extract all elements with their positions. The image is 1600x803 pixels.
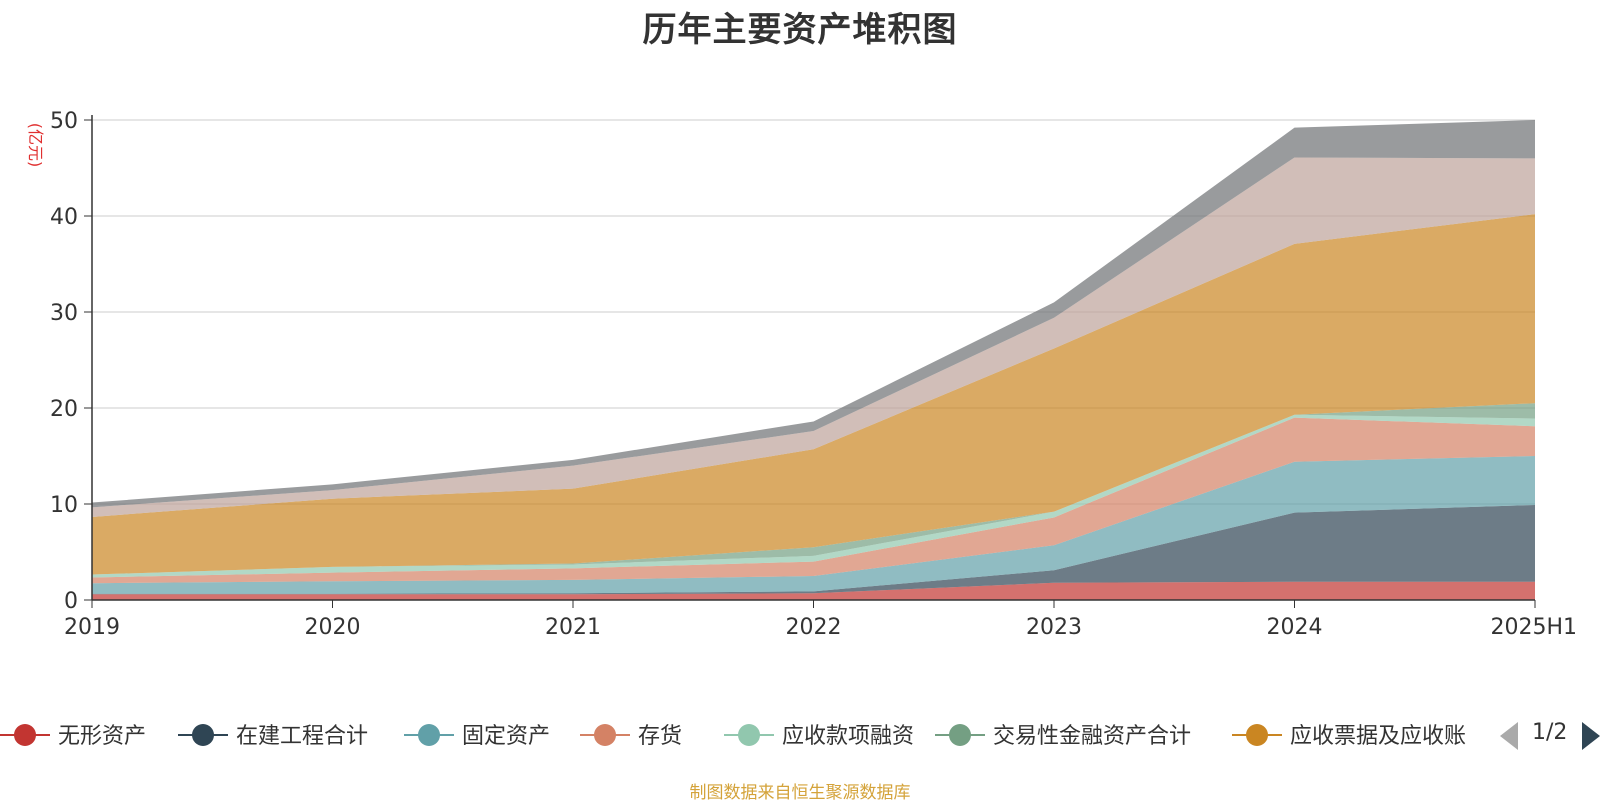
y-tick-label: 40 (50, 205, 78, 230)
area-series-7 (92, 214, 1535, 575)
legend-label: 存货 (638, 724, 683, 749)
x-tick-label: 2023 (1026, 615, 1082, 640)
legend-label: 在建工程合计 (236, 724, 369, 749)
area-series-1 (92, 581, 1535, 600)
legend-circle-icon (738, 724, 760, 746)
legend-label: 无形资产 (58, 724, 147, 749)
chart-title: 历年主要资产堆积图 (642, 10, 958, 50)
x-tick-label: 2025H1 (1490, 615, 1577, 640)
legend-label: 交易性金融资产合计 (993, 724, 1192, 749)
area-series-4 (92, 417, 1535, 584)
legend-circle-icon (14, 724, 36, 746)
legend: 无形资产 在建工程合计 固定资产 存货 应收款项融资 交易性金融资产合计 应收票据及应收账 (0, 715, 1600, 755)
legend-circle-icon (192, 724, 214, 746)
y-tick-label: 10 (50, 493, 78, 518)
legend-next-arrow-icon[interactable] (1582, 722, 1600, 750)
x-tick-label: 2024 (1267, 615, 1323, 640)
legend-circle-icon (418, 724, 440, 746)
legend-circle-icon (1246, 724, 1268, 746)
area-series-8 (92, 157, 1535, 517)
legend-label: 应收款项融资 (782, 724, 915, 749)
stacked-area-chart: 0 10 20 30 40 50 2019 2020 2021 2022 2023 2024 2025H… (26, 109, 1577, 640)
y-axis-label: (亿元) (26, 123, 45, 168)
legend-page-indicator: 1/2 (1532, 720, 1568, 745)
y-tick-label: 20 (50, 397, 78, 422)
x-tick-label: 2020 (305, 615, 361, 640)
y-tick-label: 50 (50, 109, 78, 134)
area-series-2 (92, 504, 1535, 595)
area-series-group (92, 120, 1535, 600)
legend-circle-icon (594, 724, 616, 746)
legend-pager: 1/2 (1500, 718, 1600, 752)
y-tick-label: 30 (50, 301, 78, 326)
x-tick-label: 2019 (64, 615, 120, 640)
axes: 0 10 20 30 40 50 2019 2020 2021 2022 2023 2024 2025H… (50, 109, 1577, 640)
legend-label: 固定资产 (462, 724, 551, 749)
area-series-3 (92, 456, 1535, 594)
legend-prev-arrow-icon[interactable] (1500, 722, 1518, 750)
legend-circle-icon (949, 724, 971, 746)
x-tick-label: 2021 (545, 615, 601, 640)
area-series-9 (92, 120, 1535, 508)
legend-label: 应收票据及应收账 (1290, 724, 1467, 749)
y-tick-label: 0 (64, 589, 78, 614)
x-tick-label: 2022 (786, 615, 842, 640)
data-source-note: 制图数据来自恒生聚源数据库 (689, 783, 911, 803)
